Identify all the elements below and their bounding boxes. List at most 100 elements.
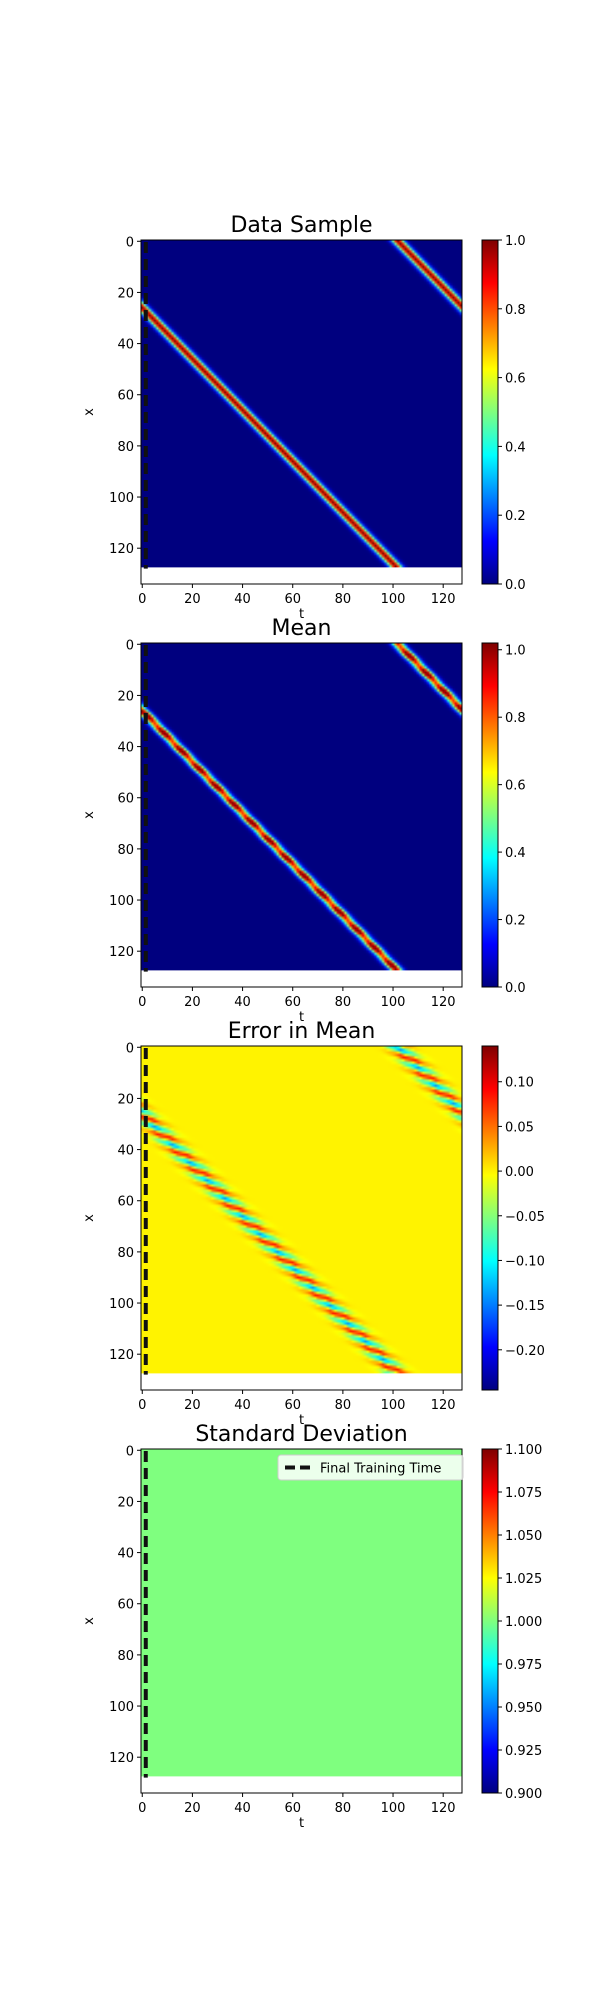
mean-colorbar-tick-label: 0.0 <box>505 981 526 996</box>
data-sample-ytick-label: 20 <box>117 286 134 301</box>
error-in-mean-xtick-label: 40 <box>234 1398 251 1413</box>
mean-xtick-label: 40 <box>234 995 251 1010</box>
standard-deviation-xtick-label: 40 <box>234 1801 251 1816</box>
standard-deviation-colorbar-tick-label: 1.100 <box>505 1443 542 1458</box>
data-sample-colorbar-tick-label: 0.6 <box>505 372 526 387</box>
standard-deviation-xtick-label: 60 <box>284 1801 301 1816</box>
mean-colorbar-tick-label: 1.0 <box>505 644 526 659</box>
mean-ytick-label: 120 <box>109 945 134 960</box>
error-in-mean-xtick-label: 100 <box>381 1398 406 1413</box>
data-sample-xtick-label: 20 <box>184 592 201 607</box>
mean-colorbar <box>481 642 499 988</box>
standard-deviation-ytick-label: 60 <box>117 1598 134 1613</box>
error-in-mean-ytick-label: 20 <box>117 1092 134 1107</box>
mean-xtick-label: 20 <box>184 995 201 1010</box>
standard-deviation-heatmap-image <box>141 1449 462 1777</box>
standard-deviation-colorbar-tick-label: 1.000 <box>505 1615 542 1630</box>
error-in-mean-ytick-label: 100 <box>109 1297 134 1312</box>
data-sample-colorbar-tick-label: 0.4 <box>505 440 526 455</box>
error-in-mean-xtick-label: 0 <box>138 1398 146 1413</box>
data-sample-xtick-label: 0 <box>138 592 146 607</box>
mean-ytick-label: 80 <box>117 843 134 858</box>
data-sample-colorbar-tick-label: 1.0 <box>505 234 526 249</box>
standard-deviation-colorbar-tick-label: 0.900 <box>505 1787 542 1802</box>
data-sample-xtick-label: 100 <box>381 592 406 607</box>
data-sample-xtick-label: 120 <box>431 592 456 607</box>
error-in-mean-colorbar-tick-label: −0.20 <box>505 1344 545 1359</box>
standard-deviation-colorbar-tick-label: 0.925 <box>505 1744 542 1759</box>
data-sample-colorbar-tick-label: 0.8 <box>505 303 526 318</box>
error-in-mean-xtick-label: 120 <box>431 1398 456 1413</box>
error-in-mean-colorbar <box>481 1045 499 1391</box>
data-sample-ytick-label: 0 <box>126 235 134 250</box>
standard-deviation-xtick-label: 100 <box>381 1801 406 1816</box>
standard-deviation-xtick-label: 0 <box>138 1801 146 1816</box>
mean-ytick-label: 100 <box>109 894 134 909</box>
standard-deviation-ytick-label: 80 <box>117 1649 134 1664</box>
error-in-mean-ytick-label: 120 <box>109 1348 134 1363</box>
error-in-mean-ytick-label: 40 <box>117 1144 134 1159</box>
mean-xtick-label: 0 <box>138 995 146 1010</box>
legend-box <box>277 1454 464 1481</box>
mean-xtick-label: 80 <box>335 995 352 1010</box>
error-in-mean-xlabel: t <box>299 1413 304 1428</box>
legend-label: Final Training Time <box>320 1462 441 1477</box>
standard-deviation-ytick-label: 100 <box>109 1700 134 1715</box>
error-in-mean-colorbar-tick-label: 0.05 <box>505 1120 534 1135</box>
error-in-mean-xtick-label: 20 <box>184 1398 201 1413</box>
error-in-mean-ylabel: x <box>82 1214 97 1222</box>
error-in-mean-heatmap-image <box>141 1046 462 1374</box>
data-sample-heatmap-image <box>141 240 462 568</box>
data-sample-ytick-label: 80 <box>117 440 134 455</box>
mean-heatmap-image <box>141 643 462 971</box>
data-sample-panel: Data Sample 0 20 40 60 80 100 120 t 0 20 40 60 80 100 1… <box>82 213 526 622</box>
error-in-mean-axes-frame <box>140 1045 463 1391</box>
error-in-mean-colorbar-tick-label: −0.15 <box>505 1299 545 1314</box>
data-sample-colorbar-tick-label: 0.0 <box>505 578 526 593</box>
standard-deviation-ytick-label: 120 <box>109 1751 134 1766</box>
error-in-mean-colorbar-tick-label: 0.10 <box>505 1076 534 1091</box>
standard-deviation-xtick-label: 80 <box>335 1801 352 1816</box>
mean-ytick-label: 0 <box>126 638 134 653</box>
mean-ylabel: x <box>82 811 97 819</box>
error-in-mean-colorbar-tick-label: −0.10 <box>505 1254 545 1269</box>
mean-xtick-label: 60 <box>284 995 301 1010</box>
mean-ytick-label: 20 <box>117 689 134 704</box>
data-sample-ytick-label: 100 <box>109 491 134 506</box>
mean-ytick-label: 60 <box>117 792 134 807</box>
standard-deviation-title: Standard Deviation <box>195 1422 407 1447</box>
mean-panel: Mean 0 20 40 60 80 100 120 t 0 20 40 60 80 100 120 x 0.0 0… <box>82 616 526 1025</box>
data-sample-title: Data Sample <box>230 213 372 238</box>
error-in-mean-ytick-label: 80 <box>117 1246 134 1261</box>
standard-deviation-axes-frame <box>140 1448 463 1794</box>
data-sample-colorbar <box>481 239 499 585</box>
error-in-mean-xtick-label: 80 <box>335 1398 352 1413</box>
error-in-mean-panel: Error in Mean 0 20 40 60 80 100 120 t 0 20 40 60 80 10… <box>82 1019 545 1428</box>
mean-ytick-label: 40 <box>117 741 134 756</box>
mean-colorbar-tick-label: 0.6 <box>505 779 526 794</box>
mean-xtick-label: 100 <box>381 995 406 1010</box>
mean-title: Mean <box>272 616 332 641</box>
data-sample-colorbar-tick-label: 0.2 <box>505 509 526 524</box>
error-in-mean-title: Error in Mean <box>228 1019 376 1044</box>
data-sample-ytick-label: 40 <box>117 338 134 353</box>
mean-xtick-label: 120 <box>431 995 456 1010</box>
standard-deviation-xlabel: t <box>299 1816 304 1831</box>
error-in-mean-ytick-label: 0 <box>126 1041 134 1056</box>
mean-xlabel: t <box>299 1010 304 1025</box>
mean-colorbar-tick-label: 0.8 <box>505 711 526 726</box>
standard-deviation-colorbar-tick-label: 0.975 <box>505 1658 542 1673</box>
standard-deviation-colorbar-tick-label: 1.075 <box>505 1486 542 1501</box>
mean-colorbar-tick-label: 0.2 <box>505 914 526 929</box>
data-sample-ylabel: x <box>82 408 97 416</box>
data-sample-ytick-label: 120 <box>109 542 134 557</box>
error-in-mean-colorbar-tick-label: −0.05 <box>505 1210 545 1225</box>
standard-deviation-colorbar-tick-label: 0.950 <box>505 1701 542 1716</box>
data-sample-xlabel: t <box>299 607 304 622</box>
error-in-mean-xtick-label: 60 <box>284 1398 301 1413</box>
mean-colorbar-tick-label: 0.4 <box>505 846 526 861</box>
standard-deviation-colorbar-tick-label: 1.050 <box>505 1529 542 1544</box>
error-in-mean-ytick-label: 60 <box>117 1195 134 1210</box>
standard-deviation-xtick-label: 120 <box>431 1801 456 1816</box>
